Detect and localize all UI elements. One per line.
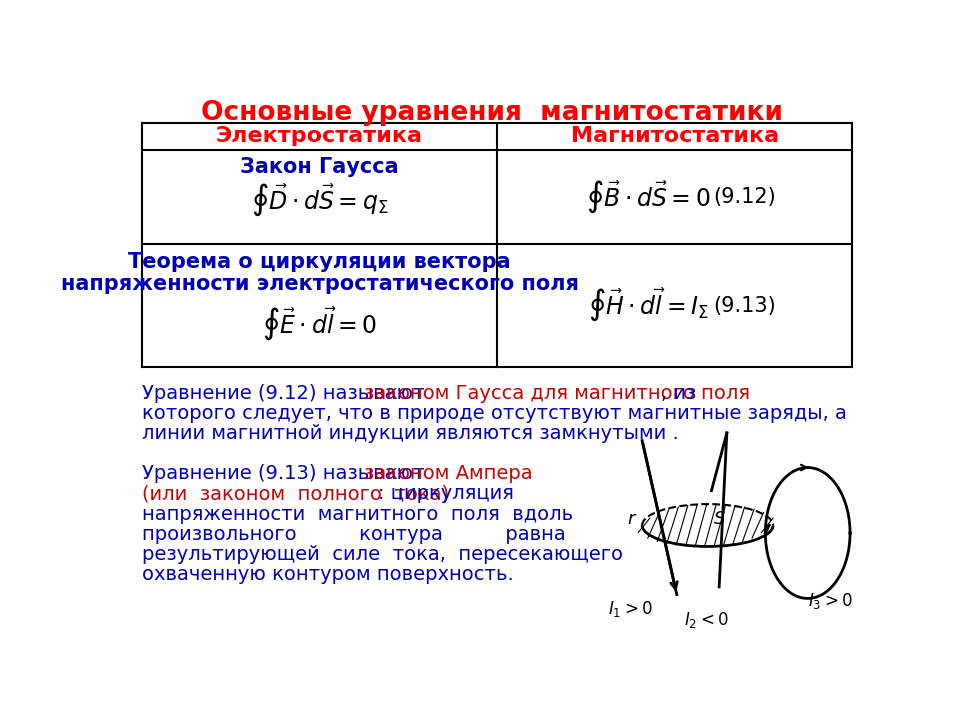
Text: (или  законом  полного  тока): (или законом полного тока) — [142, 485, 448, 503]
Text: : циркуляция: : циркуляция — [378, 485, 514, 503]
Text: Основные уравнения  магнитостатики: Основные уравнения магнитостатики — [201, 100, 783, 126]
Text: Электростатика: Электростатика — [216, 127, 423, 146]
Text: напряженности  магнитного  поля  вдоль: напряженности магнитного поля вдоль — [142, 505, 573, 523]
Text: напряженности электростатического поля: напряженности электростатического поля — [60, 274, 579, 294]
Text: $\oint \vec{E} \cdot d\vec{l} = 0$: $\oint \vec{E} \cdot d\vec{l} = 0$ — [262, 306, 377, 343]
Text: S: S — [713, 510, 725, 528]
Text: $I_1 > 0$: $I_1 > 0$ — [608, 599, 652, 619]
Text: $\oint \vec{D} \cdot d\vec{S} = q_{\Sigma}$: $\oint \vec{D} \cdot d\vec{S} = q_{\Sigm… — [251, 182, 389, 218]
Text: Теорема о циркуляции вектора: Теорема о циркуляции вектора — [129, 252, 511, 272]
Text: законом Гаусса для магнитного поля: законом Гаусса для магнитного поля — [364, 384, 750, 403]
Text: линии магнитной индукции являются замкнутыми .: линии магнитной индукции являются замкну… — [142, 424, 679, 444]
Text: законом Ампера: законом Ампера — [364, 464, 533, 483]
Text: результирующей  силе  тока,  пересекающего: результирующей силе тока, пересекающего — [142, 544, 623, 564]
Text: $I_3 > 0$: $I_3 > 0$ — [807, 591, 852, 611]
Text: , из: , из — [661, 384, 697, 403]
Text: $\oint \vec{H} \cdot d\vec{l} = I_{\Sigma}$: $\oint \vec{H} \cdot d\vec{l} = I_{\Sigm… — [588, 287, 708, 325]
Text: (9.13): (9.13) — [712, 296, 776, 316]
Text: которого следует, что в природе отсутствуют магнитные заряды, а: которого следует, что в природе отсутств… — [142, 405, 847, 423]
Text: Закон Гаусса: Закон Гаусса — [240, 157, 398, 177]
Text: (9.12): (9.12) — [712, 187, 776, 207]
Text: Уравнение (9.12) называют: Уравнение (9.12) называют — [142, 384, 430, 403]
Text: Уравнение (9.13) называют: Уравнение (9.13) называют — [142, 464, 430, 483]
Text: $\oint \vec{B} \cdot d\vec{S} = 0$: $\oint \vec{B} \cdot d\vec{S} = 0$ — [586, 179, 710, 215]
Text: Магнитостатика: Магнитостатика — [571, 127, 779, 146]
Text: произвольного          контура          равна: произвольного контура равна — [142, 525, 565, 544]
Text: r: r — [627, 510, 635, 528]
Text: охваченную контуром поверхность.: охваченную контуром поверхность. — [142, 564, 514, 584]
Text: $I_2 < 0$: $I_2 < 0$ — [684, 611, 730, 631]
